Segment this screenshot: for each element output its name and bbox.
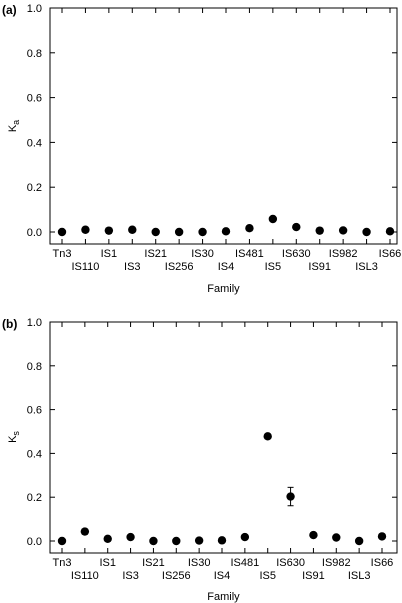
data-point-b [103, 534, 112, 544]
data-point-b [309, 530, 318, 540]
y-axis-title-a: Ka [7, 120, 21, 132]
data-point-b [217, 536, 227, 545]
x-axis-ticks-a: Tn3IS110IS1IS3IS21IS256IS30IS4IS481IS5IS… [53, 8, 402, 273]
y-axis-title-sub-a: a [11, 120, 21, 125]
x-tick-label-b: IS21 [142, 557, 165, 569]
data-point-a [245, 223, 254, 233]
data-point-a [57, 227, 67, 237]
y-tick-label-b: 1.0 [27, 317, 42, 329]
data-point-b [126, 532, 135, 542]
data-point-a [221, 227, 231, 236]
x-tick-label-a: IS256 [165, 261, 194, 273]
data-point-a [268, 214, 278, 224]
x-tick-label-b: IS256 [162, 570, 191, 582]
x-tick-label-a: IS982 [329, 248, 358, 260]
data-point-b [57, 536, 67, 546]
panel-a: (a) 0.00.20.40.60.81.0 Tn3IS110IS1IS3IS2… [2, 3, 401, 295]
data-point-a [315, 226, 324, 235]
x-axis-ticks-b: Tn3IS110IS1IS3IS21IS256IS30IS4IS481IS5IS… [53, 322, 394, 582]
data-point-b [354, 536, 364, 546]
data-point-b [149, 536, 158, 546]
data-point-b [377, 532, 387, 541]
x-tick-label-a: IS481 [235, 248, 264, 260]
y-tick-label-a: 0.2 [27, 182, 42, 194]
x-tick-label-b: IS110 [71, 570, 99, 582]
y-tick-label-b: 0.4 [27, 448, 42, 460]
y-tick-label-a: 1.0 [27, 3, 42, 15]
data-point-a [104, 226, 114, 235]
x-tick-label-a: ISL3 [355, 261, 378, 273]
y-tick-label-a: 0.4 [27, 137, 42, 149]
x-tick-label-b: IS630 [276, 557, 305, 569]
data-points-a [57, 214, 395, 237]
svg-text:Ks: Ks [7, 431, 21, 443]
data-point-b [332, 533, 341, 542]
data-point-b [286, 492, 295, 501]
data-point-b [263, 432, 272, 441]
x-tick-label-a: IS1 [101, 248, 118, 260]
panel-label-b: (b) [2, 317, 17, 331]
data-point-a [198, 227, 207, 237]
y-tick-label-a: 0.0 [27, 227, 42, 239]
x-tick-label-b: Tn3 [53, 557, 72, 569]
svg-text:Ka: Ka [7, 120, 21, 132]
plot-frame-b [49, 321, 398, 554]
data-point-a [151, 227, 160, 237]
y-tick-label-b: 0.6 [27, 405, 42, 417]
x-tick-label-a: IS3 [124, 261, 141, 273]
x-tick-label-b: IS3 [122, 570, 139, 582]
x-tick-label-a: IS30 [191, 248, 214, 260]
y-axis-title-b: Ks [7, 431, 21, 443]
data-point-b [172, 536, 181, 546]
data-point-b [240, 532, 250, 542]
y-tick-label-b: 0.0 [27, 536, 42, 548]
x-tick-label-a: IS66 [379, 248, 402, 260]
y-tick-label-b: 0.8 [27, 361, 42, 373]
x-tick-label-b: IS481 [230, 557, 259, 569]
x-axis-title-b: Family [207, 591, 240, 603]
x-tick-label-a: IS4 [218, 261, 235, 273]
x-tick-label-b: IS1 [99, 557, 116, 569]
y-axis-ticks-b: 0.0 0.2 0.4 0.6 0.8 1.0 [27, 317, 397, 548]
x-tick-label-b: IS30 [188, 557, 211, 569]
x-tick-label-b: IS982 [322, 557, 351, 569]
x-tick-label-a: IS630 [282, 248, 311, 260]
data-point-a [385, 227, 395, 236]
y-tick-label-a: 0.6 [27, 93, 42, 105]
y-tick-label-a: 0.8 [27, 48, 42, 60]
x-tick-label-a: IS5 [265, 261, 282, 273]
y-axis-title-main-b: K [7, 435, 19, 443]
x-tick-label-b: IS5 [259, 570, 276, 582]
data-points-b [57, 432, 387, 546]
panel-label-a: (a) [2, 3, 17, 17]
data-point-b [194, 536, 204, 545]
y-axis-ticks-a: 0.0 0.2 0.4 0.6 0.8 1.0 [27, 3, 397, 239]
data-point-a [174, 227, 184, 237]
x-tick-label-a: IS110 [71, 261, 99, 273]
data-point-b [80, 527, 90, 536]
x-tick-label-b: ISL3 [348, 570, 371, 582]
x-tick-label-a: IS21 [144, 248, 167, 260]
data-point-a [81, 225, 90, 234]
x-axis-title-a: Family [207, 283, 240, 295]
plot-frame-a [49, 7, 398, 245]
data-point-a [128, 225, 137, 234]
x-tick-label-a: Tn3 [53, 248, 72, 260]
y-axis-title-sub-b: s [11, 431, 21, 436]
x-tick-label-b: IS91 [302, 570, 325, 582]
x-tick-label-b: IS4 [214, 570, 231, 582]
x-tick-label-a: IS91 [308, 261, 331, 273]
data-point-a [338, 226, 348, 235]
data-point-a [292, 222, 301, 232]
panel-b: (b) 0.00.20.40.60.81.0 Tn3IS110IS1IS3IS2… [2, 317, 398, 603]
data-point-a [362, 227, 371, 237]
y-axis-title-main-a: K [7, 124, 19, 132]
x-tick-label-b: IS66 [371, 557, 394, 569]
y-tick-label-b: 0.2 [27, 492, 42, 504]
